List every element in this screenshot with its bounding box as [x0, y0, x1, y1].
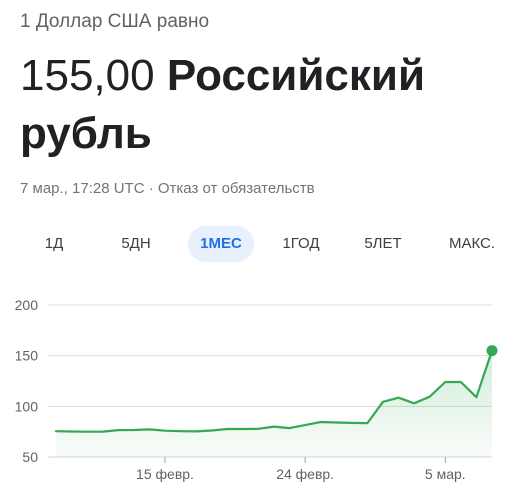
data-point	[163, 429, 167, 433]
exchange-rate-chart[interactable]: 50 100 150 200 15 февр. 24 февр. 5 мар.	[0, 290, 520, 485]
x-tick-label: 5 мар.	[425, 466, 466, 482]
data-point	[54, 429, 58, 433]
tab-max[interactable]: МАКС.	[448, 235, 496, 252]
tab-5y[interactable]: 5ЛЕТ	[364, 235, 402, 252]
y-tick-label: 150	[15, 348, 39, 364]
tab-5d[interactable]: 5ДН	[121, 235, 151, 252]
range-tabs: 1Д 5ДН 1МЕС 1ГОД 5ЛЕТ МАКС.	[20, 226, 510, 262]
data-point	[147, 427, 151, 431]
exchange-rate-headline: 155,00 Российский рубль	[20, 47, 500, 163]
data-point	[132, 428, 136, 432]
data-point	[334, 421, 338, 425]
data-point	[179, 429, 183, 433]
y-tick-label: 100	[15, 398, 39, 414]
data-point	[288, 426, 292, 430]
data-point	[272, 425, 276, 429]
tab-1d[interactable]: 1Д	[44, 235, 64, 252]
data-point	[397, 396, 401, 400]
data-point	[412, 401, 416, 405]
data-point	[70, 429, 74, 433]
data-point	[474, 395, 478, 399]
data-point	[116, 428, 120, 432]
rate-timestamp-disclaimer[interactable]: 7 мар., 17:28 UTC · Отказ от обязательст…	[20, 180, 315, 197]
data-point	[319, 420, 323, 424]
x-tick-label: 15 февр.	[136, 466, 194, 482]
data-point	[225, 427, 229, 431]
exchange-rate-value: 155,00	[20, 51, 155, 100]
data-point	[303, 423, 307, 427]
tab-1m[interactable]: 1МЕС	[188, 226, 254, 262]
x-tick-label: 24 февр.	[276, 466, 334, 482]
data-point	[459, 380, 463, 384]
last-point-marker	[486, 345, 498, 357]
data-point	[210, 428, 214, 432]
data-point	[443, 380, 447, 384]
y-tick-label: 50	[22, 449, 38, 465]
data-point	[85, 430, 89, 434]
data-point	[365, 421, 369, 425]
data-point	[194, 429, 198, 433]
tab-1y[interactable]: 1ГОД	[282, 235, 320, 252]
data-point	[350, 421, 354, 425]
data-point	[381, 400, 385, 404]
series-area	[56, 350, 492, 457]
data-point	[241, 427, 245, 431]
data-point	[101, 430, 105, 434]
currency-name: Российский рубль	[20, 51, 425, 158]
data-point	[428, 395, 432, 399]
y-tick-label: 200	[15, 297, 39, 313]
data-point	[256, 427, 260, 431]
converter-subtitle: 1 Доллар США равно	[20, 11, 210, 32]
series-line	[54, 349, 494, 433]
